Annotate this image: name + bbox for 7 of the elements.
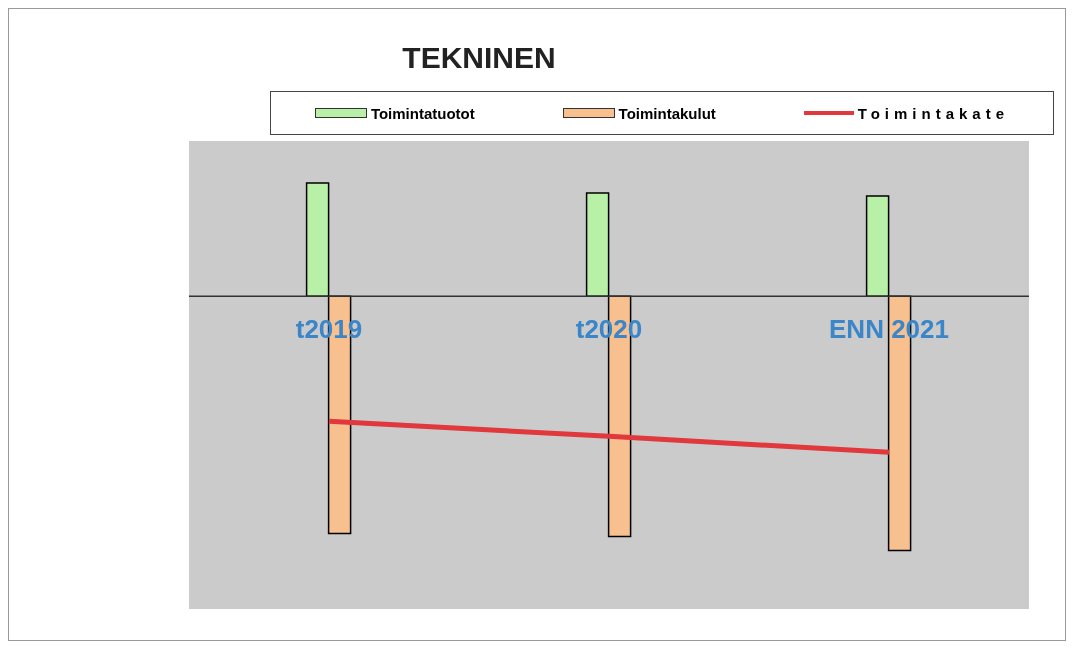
bar bbox=[865, 195, 890, 297]
chart-title: TEKNINEN bbox=[401, 41, 557, 75]
legend-label: Toimintakate bbox=[856, 104, 1010, 122]
legend-label: Toimintatuotot bbox=[369, 104, 475, 122]
bar bbox=[305, 182, 330, 297]
legend-label: Toimintakulut bbox=[617, 104, 716, 122]
bar bbox=[585, 192, 610, 297]
